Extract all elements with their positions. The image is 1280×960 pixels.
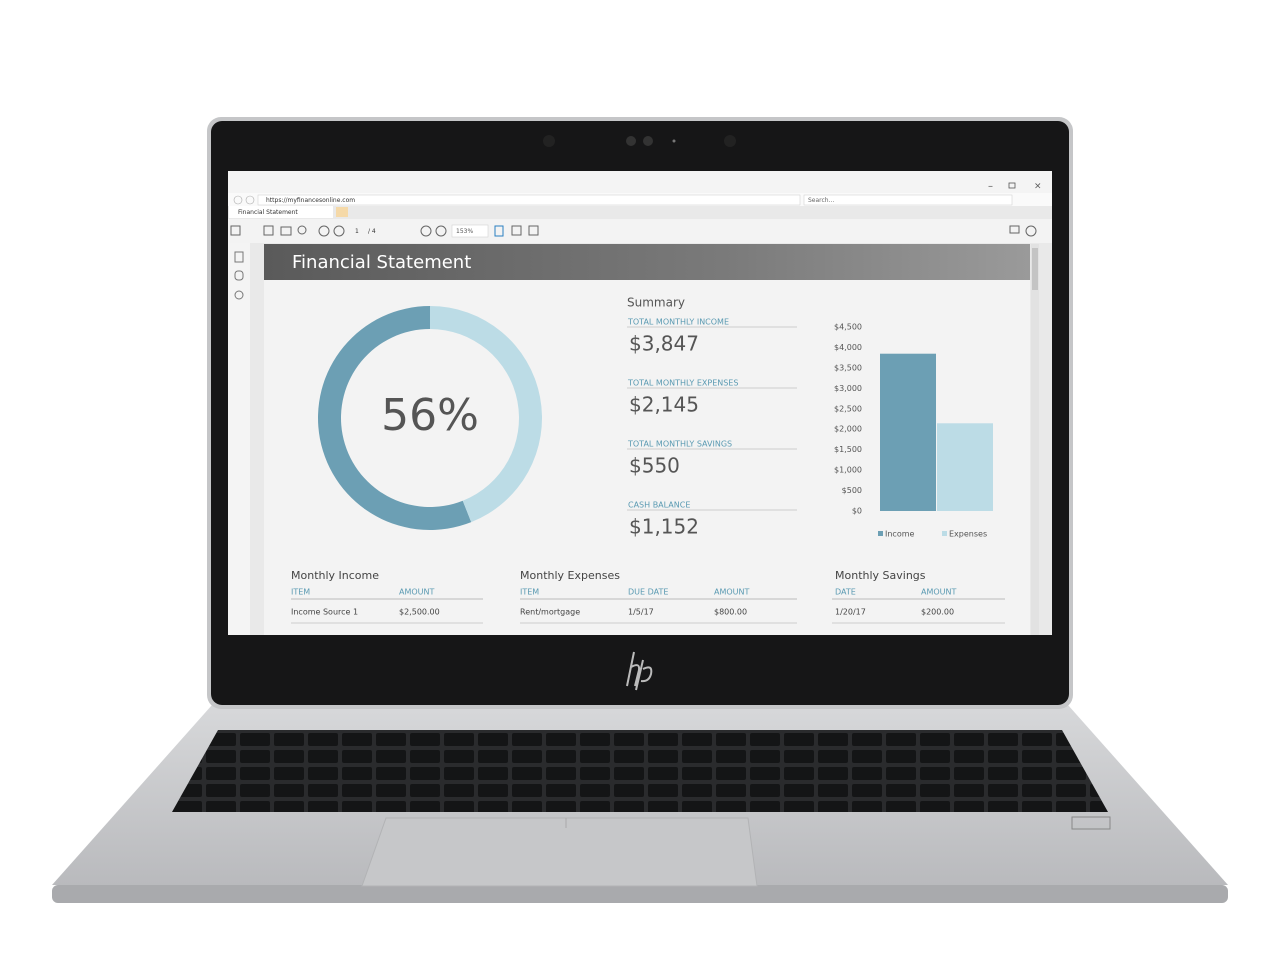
fit-icon[interactable] — [494, 225, 504, 237]
attachments-icon[interactable] — [234, 270, 244, 281]
mail-icon[interactable] — [280, 226, 292, 236]
table-title: Monthly Expenses — [520, 569, 620, 582]
summary-title: Summary — [627, 296, 685, 310]
y-tick-label: $3,000 — [834, 384, 862, 393]
help-icon[interactable] — [1025, 225, 1037, 237]
title-bar — [228, 171, 1052, 193]
column-header: AMOUNT — [714, 588, 750, 597]
summary-label: TOTAL MONTHLY SAVINGS — [627, 440, 732, 449]
summary-label: TOTAL MONTHLY EXPENSES — [627, 379, 738, 388]
toolbar-icons — [230, 225, 1037, 237]
logo — [626, 651, 653, 691]
zoom-level: 153% — [456, 228, 473, 235]
tab-title: Financial Statement — [238, 209, 298, 216]
side-panel — [228, 243, 250, 635]
table-cell: Income Source 1 — [291, 608, 358, 617]
column-header: DATE — [835, 588, 856, 597]
url: https://myfinancesonline.com — [266, 197, 355, 204]
legend-label: Income — [885, 530, 915, 539]
new-tab[interactable] — [336, 207, 348, 217]
fingerprint-reader — [1071, 816, 1111, 830]
restore-button[interactable] — [1008, 182, 1016, 189]
comment-icon[interactable] — [1009, 225, 1020, 234]
bar — [937, 423, 993, 511]
save-icon[interactable] — [230, 225, 241, 236]
summary-value: $550 — [629, 454, 680, 478]
table-cell: Rent/mortgage — [520, 608, 580, 617]
pages-icon[interactable] — [234, 251, 244, 263]
scroll-thumb[interactable] — [1032, 248, 1038, 290]
column-header: ITEM — [291, 588, 310, 597]
donut-center-label: 56% — [381, 390, 479, 441]
tab[interactable] — [229, 206, 333, 218]
search-box[interactable] — [803, 194, 1013, 206]
document-title: Financial Statement — [292, 252, 471, 273]
y-tick-label: $0 — [852, 507, 862, 516]
summary-label: TOTAL MONTHLY INCOME — [627, 318, 729, 327]
back-button[interactable] — [233, 195, 243, 205]
keyboard — [172, 730, 1108, 812]
legend-label: Expenses — [949, 530, 987, 539]
page-count: / 4 — [368, 228, 376, 235]
search-placeholder: Search... — [808, 197, 834, 204]
zoom-box[interactable] — [451, 224, 489, 238]
document-header — [264, 244, 1030, 280]
bar — [880, 353, 936, 511]
y-tick-label: $2,500 — [834, 404, 862, 413]
close-button[interactable]: × — [1034, 182, 1042, 192]
table-title: Monthly Savings — [835, 569, 926, 582]
y-tick-label: $4,000 — [834, 343, 862, 352]
column-header: DUE DATE — [628, 588, 668, 597]
print-icon[interactable] — [263, 225, 274, 236]
summary-label: CASH BALANCE — [628, 501, 690, 510]
find-icon[interactable] — [234, 290, 244, 300]
y-tick-label: $3,500 — [834, 363, 862, 372]
zoom-out[interactable] — [420, 225, 432, 237]
camera — [643, 136, 653, 146]
prev-page[interactable] — [318, 225, 330, 237]
table-cell: 1/5/17 — [628, 608, 654, 617]
column-header: ITEM — [520, 588, 539, 597]
y-tick-label: $1,500 — [834, 445, 862, 454]
page-number[interactable]: 1 — [355, 228, 359, 235]
table-cell: $200.00 — [921, 608, 954, 617]
donut-slice — [318, 306, 472, 530]
y-tick-label: $500 — [842, 486, 862, 495]
column-header: AMOUNT — [399, 588, 435, 597]
touchpad — [361, 817, 758, 887]
table-cell: $2,500.00 — [399, 608, 440, 617]
zoom-in[interactable] — [435, 225, 447, 237]
camera — [626, 136, 636, 146]
side-icons — [234, 251, 244, 300]
table-cell: 1/20/17 — [835, 608, 866, 617]
led — [672, 139, 676, 143]
column-header: AMOUNT — [921, 588, 957, 597]
y-tick-label: $2,000 — [834, 425, 862, 434]
forward-button[interactable] — [245, 195, 255, 205]
pdf-toolbar — [228, 219, 1052, 243]
page-icon[interactable] — [511, 225, 522, 236]
sensor — [543, 135, 555, 147]
minimize-button[interactable]: – — [988, 181, 993, 192]
legend-swatch — [878, 531, 883, 536]
summary-value: $2,145 — [629, 393, 699, 417]
sensor — [724, 135, 736, 147]
address-bar[interactable] — [257, 194, 801, 206]
table-cell: $800.00 — [714, 608, 747, 617]
fullscreen-icon[interactable] — [528, 225, 539, 236]
legend-swatch — [942, 531, 947, 536]
next-page[interactable] — [333, 225, 345, 237]
y-tick-label: $4,500 — [834, 323, 862, 332]
laptop-edge — [52, 885, 1228, 903]
summary-value: $1,152 — [629, 515, 699, 539]
search-icon[interactable] — [297, 225, 307, 235]
summary-value: $3,847 — [629, 332, 699, 356]
table-title: Monthly Income — [291, 569, 379, 582]
y-tick-label: $1,000 — [834, 466, 862, 475]
donut-slice — [430, 306, 543, 523]
scrollbar[interactable] — [1031, 244, 1039, 635]
